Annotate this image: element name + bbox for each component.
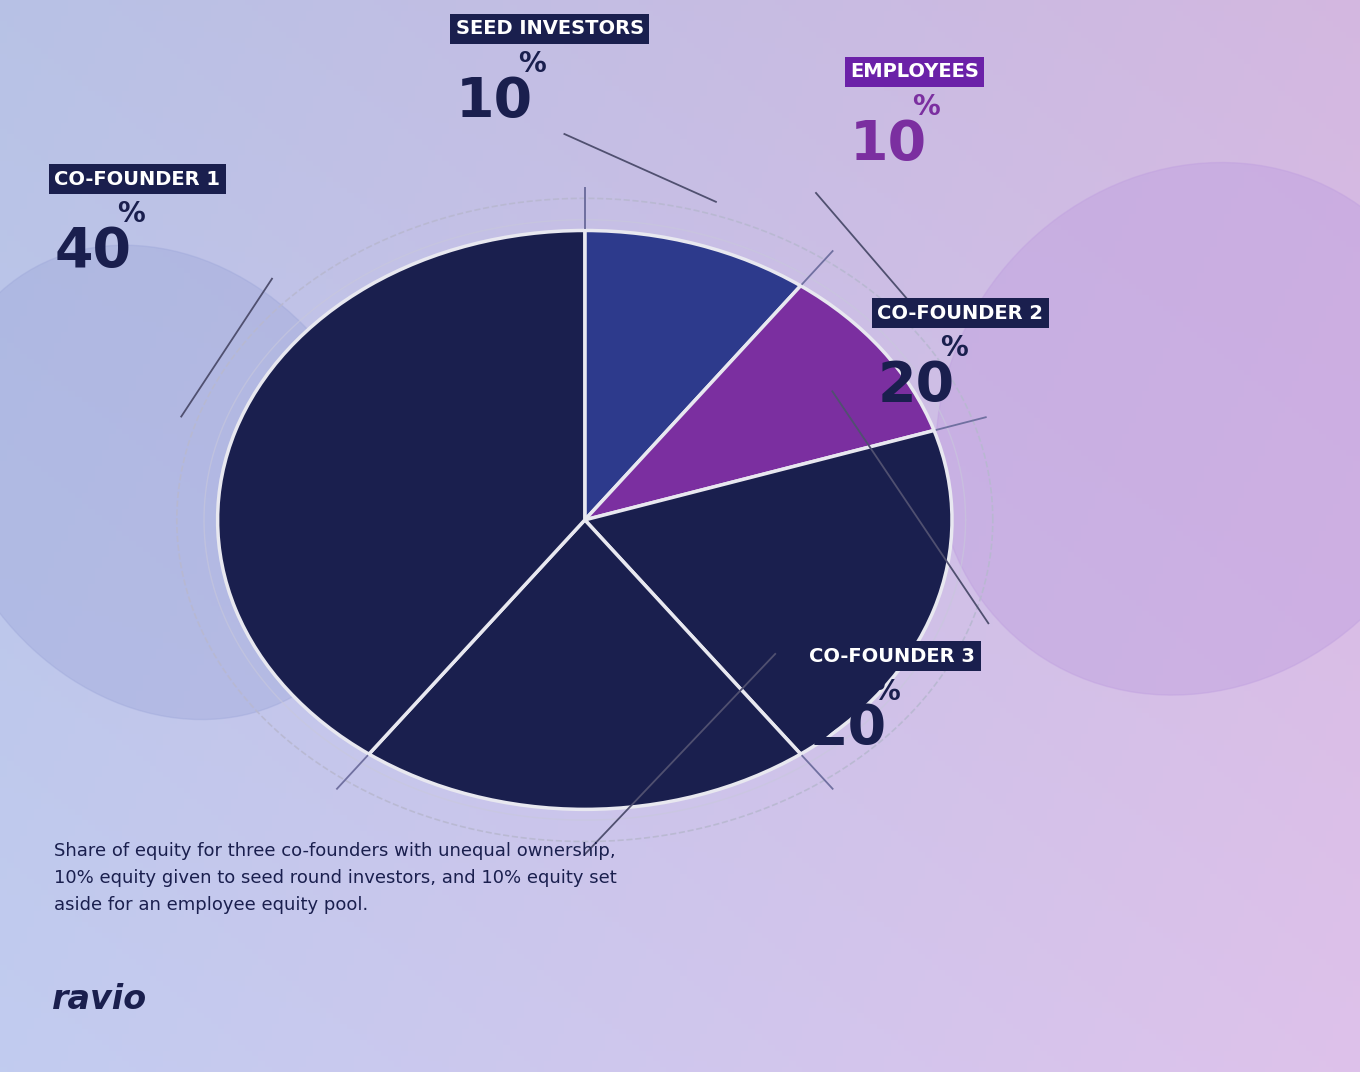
Text: Share of equity for three co-founders with unequal ownership,
10% equity given t: Share of equity for three co-founders wi…	[54, 842, 617, 913]
Text: CO-FOUNDER 3: CO-FOUNDER 3	[809, 646, 975, 666]
Text: %: %	[940, 334, 967, 362]
Wedge shape	[585, 230, 801, 520]
Text: CO-FOUNDER 2: CO-FOUNDER 2	[877, 303, 1043, 323]
Text: 40: 40	[54, 225, 132, 279]
Text: 10: 10	[850, 118, 928, 172]
Wedge shape	[585, 431, 952, 754]
Text: %: %	[518, 50, 545, 78]
Wedge shape	[369, 520, 801, 809]
Text: %: %	[872, 678, 899, 705]
Text: 20: 20	[809, 702, 887, 756]
Ellipse shape	[0, 245, 388, 719]
Text: %: %	[117, 200, 144, 228]
Text: ravio: ravio	[52, 983, 147, 1015]
Text: SEED INVESTORS: SEED INVESTORS	[456, 19, 643, 39]
Text: CO-FOUNDER 1: CO-FOUNDER 1	[54, 169, 220, 189]
Wedge shape	[218, 230, 585, 754]
Text: 20: 20	[877, 359, 955, 413]
Text: %: %	[913, 93, 940, 121]
Ellipse shape	[936, 163, 1360, 695]
Wedge shape	[585, 286, 934, 520]
Text: EMPLOYEES: EMPLOYEES	[850, 62, 979, 81]
Text: 10: 10	[456, 75, 533, 129]
